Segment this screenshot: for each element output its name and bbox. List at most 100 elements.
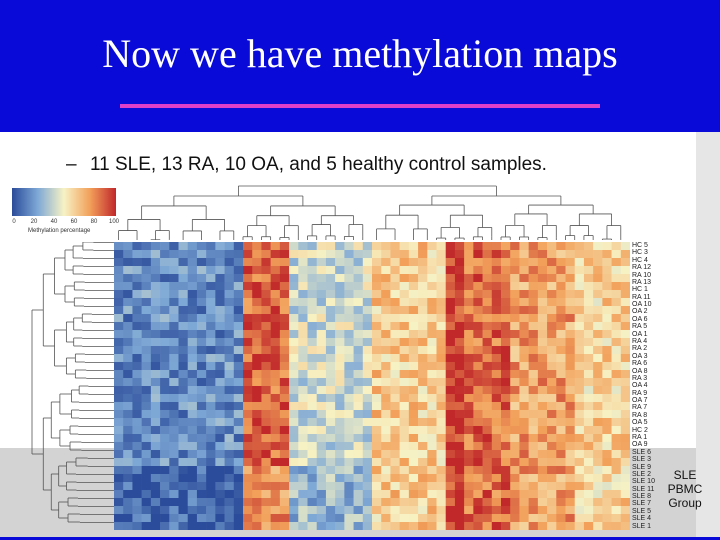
heatmap-cell bbox=[381, 250, 391, 259]
heatmap-cell bbox=[316, 314, 327, 323]
heatmap-cell bbox=[114, 522, 124, 530]
heatmap-cell bbox=[252, 306, 262, 315]
heatmap-cell bbox=[390, 274, 400, 283]
heatmap-cell bbox=[501, 338, 511, 347]
heatmap-cell bbox=[427, 330, 437, 339]
heatmap-cell bbox=[353, 298, 364, 307]
heatmap-cell bbox=[372, 466, 382, 475]
heatmap-cell bbox=[602, 378, 612, 387]
heatmap-cell bbox=[583, 258, 594, 267]
heatmap-cell bbox=[381, 498, 391, 507]
heatmap-cell bbox=[418, 362, 428, 371]
heatmap-cell bbox=[565, 522, 576, 530]
heatmap-cell bbox=[160, 370, 170, 379]
heatmap-cell bbox=[160, 378, 170, 387]
heatmap-cell bbox=[537, 466, 548, 475]
heatmap-cell bbox=[565, 290, 576, 299]
heatmap-cell bbox=[132, 474, 142, 483]
heatmap-cell bbox=[215, 274, 225, 283]
heatmap-cell bbox=[353, 394, 364, 403]
heatmap-cell bbox=[196, 290, 207, 299]
heatmap-cell bbox=[408, 274, 419, 283]
heatmap-cell bbox=[353, 482, 364, 491]
heatmap-cell bbox=[583, 274, 594, 283]
heatmap-cell bbox=[150, 506, 161, 515]
heatmap-cell bbox=[307, 250, 318, 259]
heatmap-cell bbox=[298, 490, 308, 499]
heatmap-cell bbox=[224, 362, 235, 371]
heatmap-cell bbox=[270, 474, 281, 483]
heatmap-cell bbox=[206, 402, 216, 411]
heatmap-cell bbox=[215, 522, 225, 530]
heatmap-cell bbox=[233, 242, 244, 251]
heatmap-cell bbox=[215, 402, 225, 411]
heatmap-cell bbox=[362, 362, 373, 371]
heatmap-cell bbox=[362, 266, 373, 275]
heatmap-cell bbox=[224, 370, 235, 379]
heatmap-cell bbox=[344, 346, 354, 355]
heatmap-cell bbox=[593, 450, 603, 459]
heatmap-cell bbox=[169, 490, 179, 499]
heatmap-cell bbox=[178, 394, 189, 403]
heatmap-cell bbox=[427, 394, 437, 403]
heatmap-cell bbox=[233, 426, 244, 435]
heatmap-cell bbox=[243, 434, 253, 443]
heatmap-cell bbox=[565, 250, 576, 259]
heatmap-cell bbox=[307, 370, 318, 379]
methylation-heatmap bbox=[114, 242, 630, 530]
heatmap-cell bbox=[114, 410, 124, 419]
heatmap-cell bbox=[602, 410, 612, 419]
heatmap-cell bbox=[565, 266, 576, 275]
heatmap-cell bbox=[206, 482, 216, 491]
heatmap-cell bbox=[233, 314, 244, 323]
heatmap-cell bbox=[270, 402, 281, 411]
heatmap-cell bbox=[353, 274, 364, 283]
heatmap-cell bbox=[381, 506, 391, 515]
heatmap-cell bbox=[344, 458, 354, 467]
heatmap-cell bbox=[482, 498, 493, 507]
heatmap-cell bbox=[141, 250, 152, 259]
heatmap-cell bbox=[408, 506, 419, 515]
heatmap-cell bbox=[574, 274, 585, 283]
heatmap-cell bbox=[289, 362, 299, 371]
heatmap-cell bbox=[372, 370, 382, 379]
heatmap-cell bbox=[556, 354, 566, 363]
heatmap-cell bbox=[501, 394, 511, 403]
heatmap-cell bbox=[160, 402, 170, 411]
heatmap-cell bbox=[132, 466, 142, 475]
row-label: RA 10 bbox=[632, 271, 652, 279]
heatmap-cell bbox=[381, 466, 391, 475]
heatmap-cell bbox=[445, 330, 456, 339]
heatmap-cell bbox=[141, 442, 152, 451]
row-label: OA 5 bbox=[632, 419, 648, 427]
heatmap-cell bbox=[215, 466, 225, 475]
heatmap-cell bbox=[583, 426, 594, 435]
heatmap-cell bbox=[187, 306, 198, 315]
heatmap-cell bbox=[547, 490, 557, 499]
heatmap-cell bbox=[362, 346, 373, 355]
heatmap-cell bbox=[252, 402, 262, 411]
heatmap-cell bbox=[482, 290, 493, 299]
heatmap-cell bbox=[279, 458, 290, 467]
heatmap-cell bbox=[574, 450, 585, 459]
heatmap-cell bbox=[150, 522, 161, 530]
heatmap-cell bbox=[224, 426, 235, 435]
heatmap-cell bbox=[298, 338, 308, 347]
heatmap-cell bbox=[206, 434, 216, 443]
heatmap-cell bbox=[141, 266, 152, 275]
heatmap-cell bbox=[233, 338, 244, 347]
heatmap-cell bbox=[565, 338, 576, 347]
row-dendrogram bbox=[31, 242, 114, 523]
heatmap-cell bbox=[593, 434, 603, 443]
heatmap-cell bbox=[206, 378, 216, 387]
heatmap-cell bbox=[565, 426, 576, 435]
heatmap-cell bbox=[307, 514, 318, 523]
heatmap-cell bbox=[399, 482, 410, 491]
heatmap-cell bbox=[114, 442, 124, 451]
heatmap-cell bbox=[344, 450, 354, 459]
heatmap-cell bbox=[187, 274, 198, 283]
heatmap-cell bbox=[593, 474, 603, 483]
heatmap-cell bbox=[279, 346, 290, 355]
heatmap-cell bbox=[353, 362, 364, 371]
heatmap-cell bbox=[556, 290, 566, 299]
